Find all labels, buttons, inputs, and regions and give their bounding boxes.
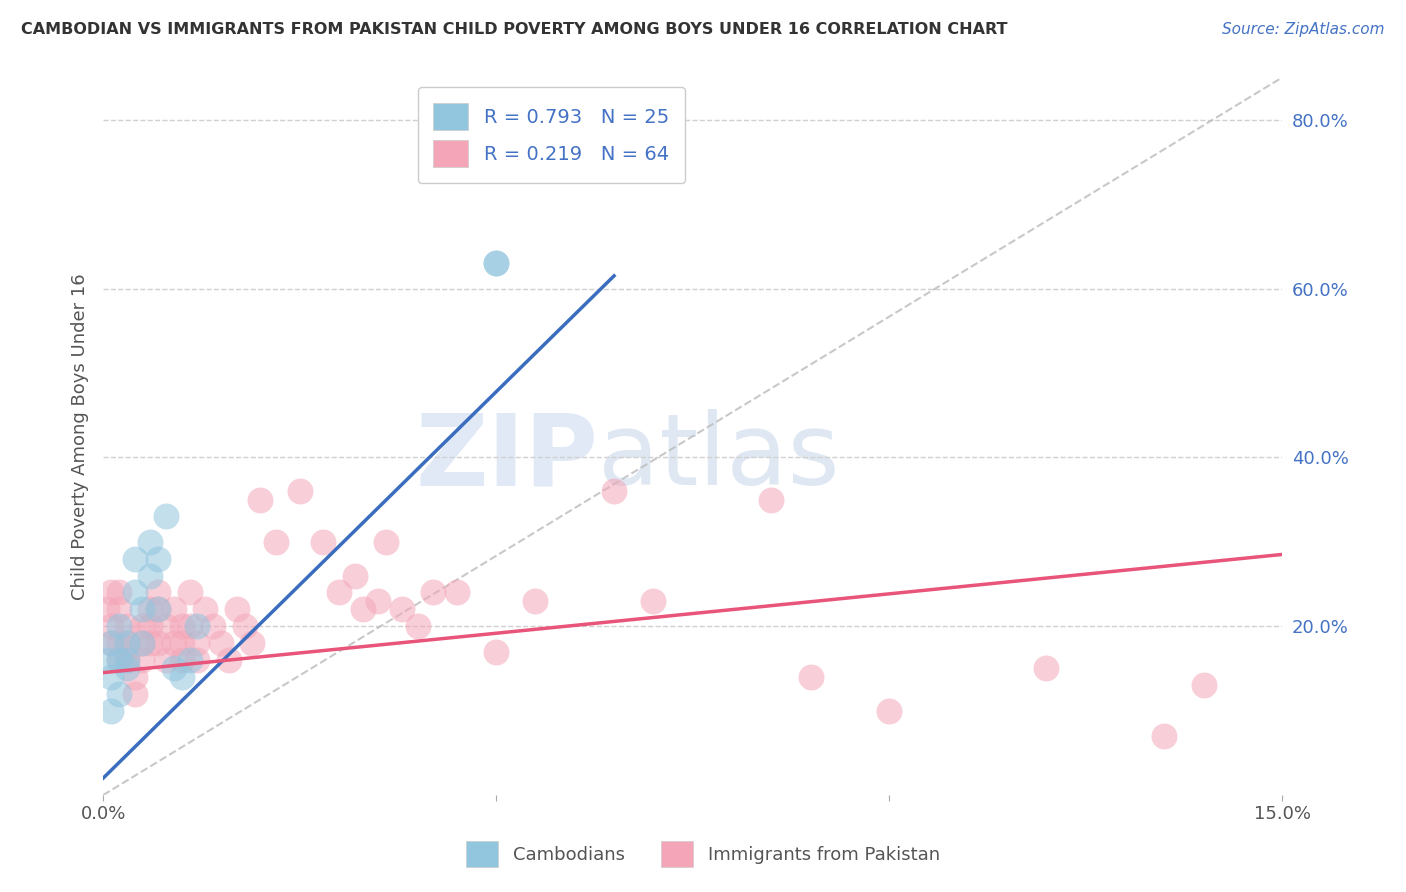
- Point: [186, 653, 208, 667]
- Point: [146, 602, 169, 616]
- Point: [343, 568, 366, 582]
- Point: [155, 653, 177, 667]
- Point: [131, 619, 153, 633]
- Point: [406, 619, 429, 633]
- Point: [108, 653, 131, 667]
- Point: [485, 256, 508, 270]
- Point: [328, 585, 350, 599]
- Point: [108, 602, 131, 616]
- Point: [100, 585, 122, 599]
- Point: [524, 594, 547, 608]
- Point: [218, 653, 240, 667]
- Point: [163, 661, 186, 675]
- Point: [179, 653, 201, 667]
- Point: [131, 602, 153, 616]
- Point: [233, 619, 256, 633]
- Point: [100, 619, 122, 633]
- Point: [170, 670, 193, 684]
- Point: [131, 636, 153, 650]
- Point: [108, 687, 131, 701]
- Point: [146, 636, 169, 650]
- Point: [170, 619, 193, 633]
- Point: [1153, 729, 1175, 743]
- Point: [446, 585, 468, 599]
- Text: atlas: atlas: [599, 409, 839, 507]
- Point: [225, 602, 247, 616]
- Point: [115, 661, 138, 675]
- Point: [146, 602, 169, 616]
- Point: [375, 534, 398, 549]
- Point: [146, 585, 169, 599]
- Point: [155, 509, 177, 524]
- Point: [264, 534, 287, 549]
- Point: [202, 619, 225, 633]
- Point: [108, 619, 131, 633]
- Point: [115, 619, 138, 633]
- Point: [312, 534, 335, 549]
- Text: CAMBODIAN VS IMMIGRANTS FROM PAKISTAN CHILD POVERTY AMONG BOYS UNDER 16 CORRELAT: CAMBODIAN VS IMMIGRANTS FROM PAKISTAN CH…: [21, 22, 1008, 37]
- Point: [124, 670, 146, 684]
- Point: [367, 594, 389, 608]
- Point: [139, 602, 162, 616]
- Point: [100, 636, 122, 650]
- Point: [242, 636, 264, 650]
- Point: [108, 585, 131, 599]
- Point: [155, 619, 177, 633]
- Point: [100, 636, 122, 650]
- Point: [179, 619, 201, 633]
- Point: [352, 602, 374, 616]
- Point: [179, 585, 201, 599]
- Point: [115, 636, 138, 650]
- Point: [170, 653, 193, 667]
- Point: [139, 534, 162, 549]
- Point: [131, 636, 153, 650]
- Point: [603, 484, 626, 499]
- Point: [139, 619, 162, 633]
- Point: [139, 636, 162, 650]
- Point: [115, 653, 138, 667]
- Y-axis label: Child Poverty Among Boys Under 16: Child Poverty Among Boys Under 16: [72, 273, 89, 599]
- Point: [115, 653, 138, 667]
- Point: [96, 602, 118, 616]
- Point: [146, 551, 169, 566]
- Point: [391, 602, 413, 616]
- Point: [163, 636, 186, 650]
- Point: [288, 484, 311, 499]
- Point: [100, 670, 122, 684]
- Point: [800, 670, 823, 684]
- Text: ZIP: ZIP: [416, 409, 599, 507]
- Point: [249, 492, 271, 507]
- Point: [108, 653, 131, 667]
- Point: [422, 585, 444, 599]
- Point: [170, 636, 193, 650]
- Point: [139, 568, 162, 582]
- Point: [1035, 661, 1057, 675]
- Point: [124, 551, 146, 566]
- Point: [124, 687, 146, 701]
- Point: [485, 256, 508, 270]
- Point: [194, 602, 217, 616]
- Point: [877, 704, 900, 718]
- Point: [186, 636, 208, 650]
- Point: [96, 653, 118, 667]
- Point: [115, 636, 138, 650]
- Point: [100, 704, 122, 718]
- Point: [124, 585, 146, 599]
- Point: [761, 492, 783, 507]
- Legend: R = 0.793   N = 25, R = 0.219   N = 64: R = 0.793 N = 25, R = 0.219 N = 64: [418, 87, 685, 183]
- Point: [485, 644, 508, 658]
- Point: [1192, 678, 1215, 692]
- Legend: Cambodians, Immigrants from Pakistan: Cambodians, Immigrants from Pakistan: [458, 834, 948, 874]
- Text: Source: ZipAtlas.com: Source: ZipAtlas.com: [1222, 22, 1385, 37]
- Point: [643, 594, 665, 608]
- Point: [131, 653, 153, 667]
- Point: [209, 636, 232, 650]
- Point: [186, 619, 208, 633]
- Point: [108, 636, 131, 650]
- Point: [115, 644, 138, 658]
- Point: [163, 602, 186, 616]
